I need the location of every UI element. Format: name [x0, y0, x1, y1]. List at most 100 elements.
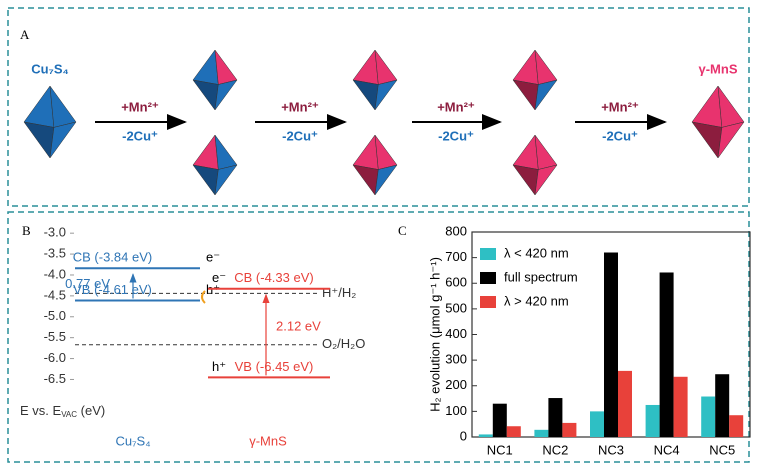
bar [646, 405, 660, 437]
bar [534, 430, 548, 437]
level-label: CB (-4.33 eV) [234, 270, 313, 285]
y-axis-label: H₂ evolution (μmol g⁻¹ h⁻¹) [427, 257, 442, 412]
crystal-face [535, 165, 557, 195]
legend-swatch [480, 248, 496, 260]
bar [618, 371, 632, 437]
crystal-face [692, 122, 722, 158]
axis-label: E vs. EVAC (eV) [20, 403, 105, 419]
level-label: CB (-3.84 eV) [73, 250, 152, 265]
crystal-face [535, 50, 557, 85]
step-bottom: -2Cu⁺ [282, 128, 318, 143]
crystal-face [50, 86, 76, 127]
crystal-face [513, 50, 538, 85]
crystal-face [193, 165, 218, 195]
carrier-label: e⁻ [206, 250, 220, 265]
crystal-face [215, 165, 237, 195]
axis-label-main: E vs. E [20, 403, 62, 418]
crystal-face [24, 86, 54, 127]
crystal-face [692, 86, 722, 127]
crystal-face [50, 122, 76, 158]
crystal-face [375, 80, 397, 110]
crystal-face [718, 86, 744, 127]
step-bottom: -2Cu⁺ [602, 128, 638, 143]
crystal-face [535, 135, 557, 170]
step-bottom: -2Cu⁺ [122, 128, 158, 143]
bar [715, 374, 729, 437]
crystal-face [215, 135, 237, 170]
x-tick-label: NC3 [598, 442, 624, 457]
bar [590, 411, 604, 437]
y-tick-label: 200 [445, 377, 467, 392]
y-tick-label: 600 [445, 275, 467, 290]
panel-letter: B [22, 223, 31, 238]
x-tick-label: NC5 [709, 442, 735, 457]
legend-swatch [480, 272, 496, 284]
transfer-arrow [202, 291, 205, 303]
y-tick-label: 0 [460, 428, 467, 443]
step-top: +Mn²⁺ [601, 99, 639, 114]
carrier-label: h⁺ [212, 359, 226, 374]
bar [493, 404, 507, 437]
carrier-label: e⁻ [212, 270, 226, 285]
y-tick-label: -4.0 [44, 266, 66, 281]
gap-label: 0.77 eV [65, 276, 110, 291]
end-label: γ-MnS [699, 61, 738, 76]
crystal-face [215, 80, 237, 110]
crystal-face [24, 122, 54, 158]
y-tick-label: -6.5 [44, 371, 66, 386]
crystal-face [193, 80, 218, 110]
crystal-face [535, 80, 557, 110]
crystal-face [353, 50, 378, 85]
bar [674, 377, 688, 437]
x-tick-label: NC2 [542, 442, 568, 457]
y-tick-label: 300 [445, 352, 467, 367]
level-label: VB (-6.45 eV) [235, 359, 314, 374]
crystal-face [193, 135, 218, 170]
y-tick-label: -5.0 [44, 308, 66, 323]
legend-label: λ < 420 nm [504, 245, 569, 260]
y-tick-label: -3.0 [44, 225, 66, 240]
axis-label-unit: (eV) [77, 403, 105, 418]
y-tick-label: 400 [445, 326, 467, 341]
crystal-face [353, 80, 378, 110]
start-label: Cu₇S₄ [31, 61, 68, 76]
bar [729, 415, 743, 437]
crystal-face [353, 135, 378, 170]
y-tick-label: -6.0 [44, 350, 66, 365]
step-top: +Mn²⁺ [121, 99, 159, 114]
bar [548, 398, 562, 437]
y-tick-label: 100 [445, 403, 467, 418]
legend-label: λ > 420 nm [504, 293, 569, 308]
crystal-face [718, 122, 744, 158]
crystal-face [375, 165, 397, 195]
panel-letter: C [398, 223, 407, 238]
material-label: γ-MnS [249, 433, 287, 448]
panel-letter: A [20, 27, 30, 42]
bar [562, 423, 576, 437]
crystal-face [513, 80, 538, 110]
axis-label-sub: VAC [61, 410, 77, 419]
bar [507, 426, 521, 437]
figure: A Cu₇S₄ γ-MnS +Mn²⁺ -2Cu⁺ +Mn²⁺ -2Cu⁺ +Mn²⁺ -2C… [0, 0, 757, 464]
y-tick-label: -3.5 [44, 246, 66, 261]
x-tick-label: NC1 [487, 442, 513, 457]
bar [660, 272, 674, 437]
bar [604, 253, 618, 438]
legend-swatch [480, 296, 496, 308]
legend-label: full spectrum [504, 269, 578, 284]
material-label: Cu₇S₄ [115, 433, 150, 448]
crystal-face [215, 50, 237, 85]
y-tick-label: 700 [445, 249, 467, 264]
crystal-face [375, 50, 397, 85]
bar [479, 434, 493, 437]
bar [701, 397, 715, 437]
reference-label: O₂/H₂O [322, 336, 365, 351]
page: { "panel_a": { "letter": "A", "start": "… [0, 0, 757, 464]
crystal-face [513, 165, 538, 195]
step-bottom: -2Cu⁺ [438, 128, 474, 143]
reference-label: H⁺/H₂ [322, 285, 356, 300]
step-top: +Mn²⁺ [281, 99, 319, 114]
crystal-face [513, 135, 538, 170]
y-tick-label: 500 [445, 300, 467, 315]
y-tick-label: 800 [445, 223, 467, 238]
